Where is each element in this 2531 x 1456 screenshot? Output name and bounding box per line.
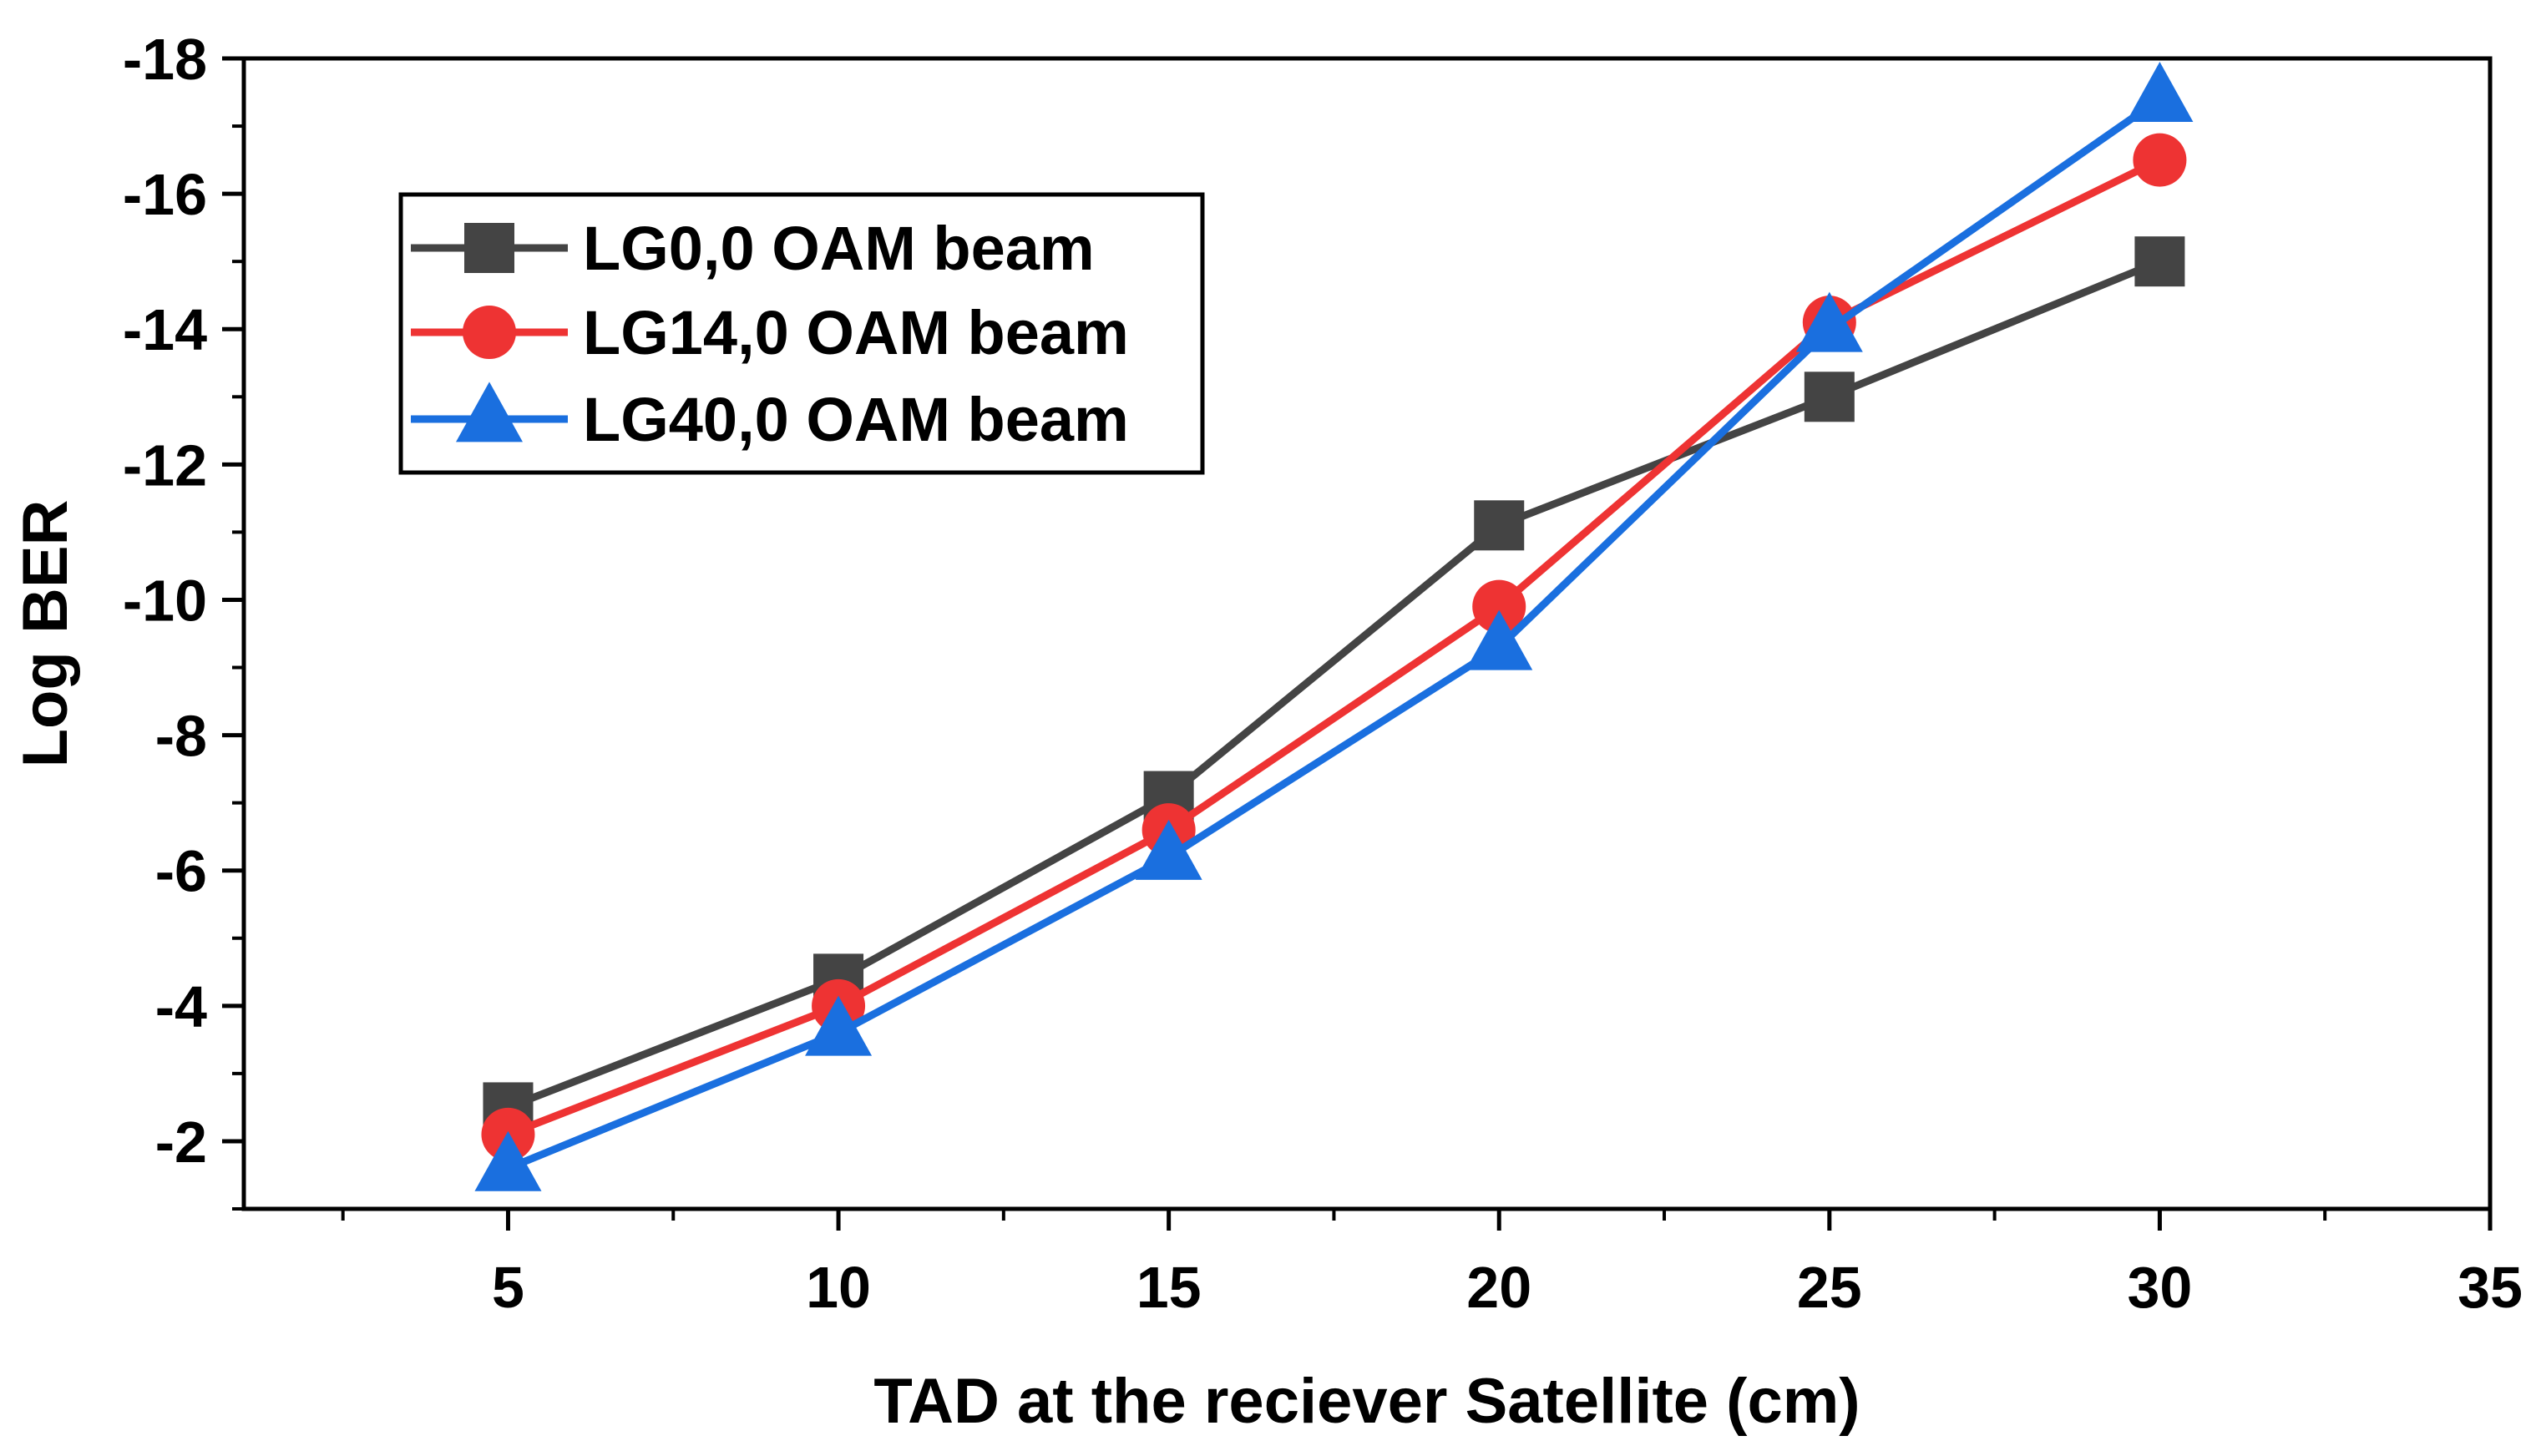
- x-tick-label: 20: [1466, 1255, 1531, 1320]
- series-line: [506, 95, 2162, 1172]
- y-tick-label: -6: [155, 839, 207, 904]
- x-tick-label: 30: [2127, 1255, 2192, 1320]
- y-tick-label: -12: [123, 432, 207, 498]
- y-axis: -2 -4 -6 -8 -10 -12 -14 -16 -18: [123, 27, 244, 1211]
- data-point-triangle: [1135, 819, 1202, 880]
- legend-label: LG14,0 OAM beam: [583, 298, 1129, 367]
- legend: LG0,0 OAM beam LG14,0 OAM beam LG40,0 OAM …: [398, 192, 1205, 475]
- legend-marker-circle: [463, 306, 516, 359]
- data-point-triangle: [474, 1130, 542, 1191]
- legend-label: LG40,0 OAM beam: [583, 385, 1129, 454]
- x-tick-label: 15: [1136, 1255, 1202, 1320]
- data-point-triangle: [805, 995, 873, 1056]
- data-point-triangle: [1465, 609, 1533, 670]
- x-tick-label: 10: [806, 1255, 871, 1320]
- y-tick-label: -2: [155, 1110, 207, 1175]
- legend-label: LG0,0 OAM beam: [583, 214, 1095, 283]
- y-tick-label: -4: [155, 974, 207, 1039]
- y-tick-label: -18: [123, 27, 207, 92]
- data-point-circle: [1472, 579, 1526, 634]
- legend-marker-square: [464, 223, 514, 273]
- data-point-triangle: [1795, 291, 1863, 352]
- data-point-square: [1804, 372, 1855, 422]
- y-axis-title: Log BER: [10, 500, 81, 768]
- series-line: [506, 258, 2162, 1111]
- data-point-square: [1474, 500, 1525, 551]
- x-tick-label: 35: [2458, 1255, 2523, 1320]
- series-triangle: [474, 61, 2194, 1191]
- data-point-circle: [2133, 133, 2187, 187]
- x-tick-label: 25: [1797, 1255, 1862, 1320]
- y-tick-label: -10: [123, 568, 207, 633]
- x-axis: 5 10 15 20 25 30 35: [341, 1209, 2523, 1320]
- y-tick-label: -14: [123, 297, 207, 362]
- legend-marker-triangle: [456, 382, 523, 442]
- series-square: [483, 236, 2185, 1133]
- y-tick-label: -8: [155, 704, 207, 769]
- data-point-square: [2134, 236, 2185, 287]
- data-point-triangle: [2126, 61, 2194, 122]
- x-tick-label: 5: [492, 1255, 524, 1320]
- series-layer: [474, 61, 2194, 1191]
- x-axis-title: TAD at the reciever Satellite (cm): [873, 1366, 1860, 1437]
- y-tick-label: -16: [123, 162, 207, 227]
- plot-frame: [241, 56, 2493, 1211]
